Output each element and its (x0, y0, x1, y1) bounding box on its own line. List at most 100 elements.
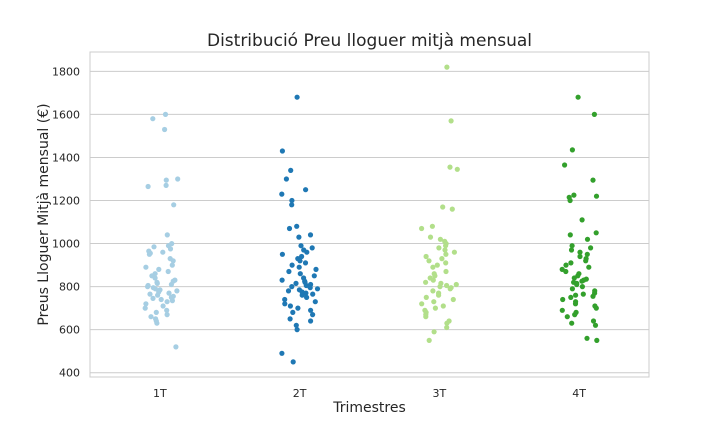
point-1T-36 (174, 288, 180, 294)
point-3T-38 (423, 294, 429, 300)
point-4T-17 (584, 251, 590, 257)
point-1T-56 (154, 320, 160, 326)
point-1T-49 (142, 305, 148, 311)
point-2T-6 (289, 197, 295, 204)
plot-frame (89, 51, 650, 378)
point-2T-13 (309, 245, 315, 251)
point-2T-5 (279, 191, 285, 197)
point-3T-12 (443, 243, 449, 249)
x-tick-label-2T: 2T (293, 387, 307, 400)
point-4T-51 (564, 314, 570, 320)
point-4T-42 (568, 294, 574, 300)
point-2T-41 (310, 291, 316, 297)
point-2T-34 (289, 284, 295, 290)
x-tick-label-1T: 1T (153, 387, 167, 400)
point-3T-51 (431, 329, 437, 335)
point-3T-34 (447, 286, 453, 292)
point-1T-47 (143, 301, 149, 307)
point-1T-20 (143, 264, 149, 270)
point-2T-52 (287, 316, 293, 322)
point-1T-50 (164, 307, 170, 313)
point-4T-31 (579, 278, 585, 284)
y-tick-label: 1400 (52, 151, 80, 164)
point-1T-7 (171, 202, 177, 208)
point-4T-36 (569, 286, 576, 292)
point-2T-1 (279, 148, 285, 154)
point-1T-5 (163, 182, 169, 188)
point-3T-40 (431, 299, 437, 305)
point-3T-32 (437, 284, 443, 290)
point-3T-1 (448, 118, 454, 124)
point-3T-16 (443, 251, 449, 257)
point-4T-52 (590, 318, 597, 324)
point-2T-48 (295, 305, 301, 311)
point-1T-53 (148, 314, 154, 320)
point-2T-49 (308, 307, 314, 313)
chart-title: Distribució Preu lloguer mitjà mensual (207, 31, 532, 51)
point-1T-1 (150, 116, 156, 122)
y-tick-label: 1600 (52, 108, 80, 121)
point-4T-12 (584, 236, 591, 242)
point-2T-46 (282, 301, 288, 307)
point-4T-21 (568, 260, 574, 266)
point-3T-42 (440, 303, 446, 309)
point-2T-55 (294, 327, 300, 333)
point-4T-28 (571, 275, 577, 281)
point-4T-11 (567, 232, 573, 238)
point-4T-53 (569, 320, 575, 326)
point-3T-20 (443, 260, 449, 266)
y-tick-label: 400 (59, 367, 80, 380)
point-1T-8 (164, 232, 170, 238)
point-3T-30 (453, 281, 459, 288)
point-4T-5 (571, 192, 577, 198)
point-2T-19 (297, 258, 303, 264)
point-4T-50 (572, 312, 578, 318)
point-2T-28 (279, 277, 285, 283)
point-2T-56 (279, 350, 285, 356)
point-2T-9 (286, 225, 293, 232)
point-4T-13 (569, 243, 575, 249)
point-3T-35 (430, 288, 436, 294)
point-2T-47 (287, 303, 293, 309)
point-4T-4 (590, 177, 596, 183)
point-3T-22 (430, 264, 436, 270)
point-1T-39 (147, 291, 153, 297)
point-4T-6 (593, 193, 600, 199)
point-2T-8 (294, 223, 300, 229)
point-4T-47 (593, 305, 599, 311)
point-3T-14 (442, 247, 448, 253)
point-4T-22 (563, 262, 569, 268)
point-4T-55 (584, 335, 590, 341)
point-2T-36 (314, 286, 321, 292)
point-1T-46 (164, 299, 170, 305)
point-2T-21 (289, 262, 295, 268)
point-4T-56 (594, 337, 600, 343)
point-3T-50 (444, 324, 450, 331)
point-2T-31 (293, 280, 299, 286)
point-4T-45 (572, 301, 579, 307)
point-1T-22 (165, 268, 171, 275)
point-1T-2 (162, 126, 168, 133)
point-3T-25 (432, 273, 438, 279)
point-3T-4 (440, 204, 446, 210)
point-3T-8 (427, 234, 434, 240)
point-3T-27 (430, 277, 436, 283)
point-2T-2 (288, 167, 294, 173)
points-layer (142, 64, 600, 365)
point-2T-10 (307, 232, 314, 238)
point-2T-45 (312, 299, 318, 305)
point-1T-34 (152, 286, 158, 292)
point-2T-44 (282, 296, 288, 303)
point-1T-0 (162, 111, 169, 117)
point-1T-12 (167, 246, 174, 252)
point-1T-29 (154, 280, 160, 286)
point-1T-25 (152, 275, 158, 281)
point-3T-23 (443, 268, 449, 275)
point-1T-18 (170, 258, 176, 264)
point-3T-31 (444, 282, 450, 289)
point-3T-41 (419, 301, 425, 307)
point-4T-1 (591, 111, 598, 117)
point-4T-9 (579, 217, 585, 223)
point-2T-33 (303, 282, 309, 289)
point-3T-2 (447, 164, 453, 170)
